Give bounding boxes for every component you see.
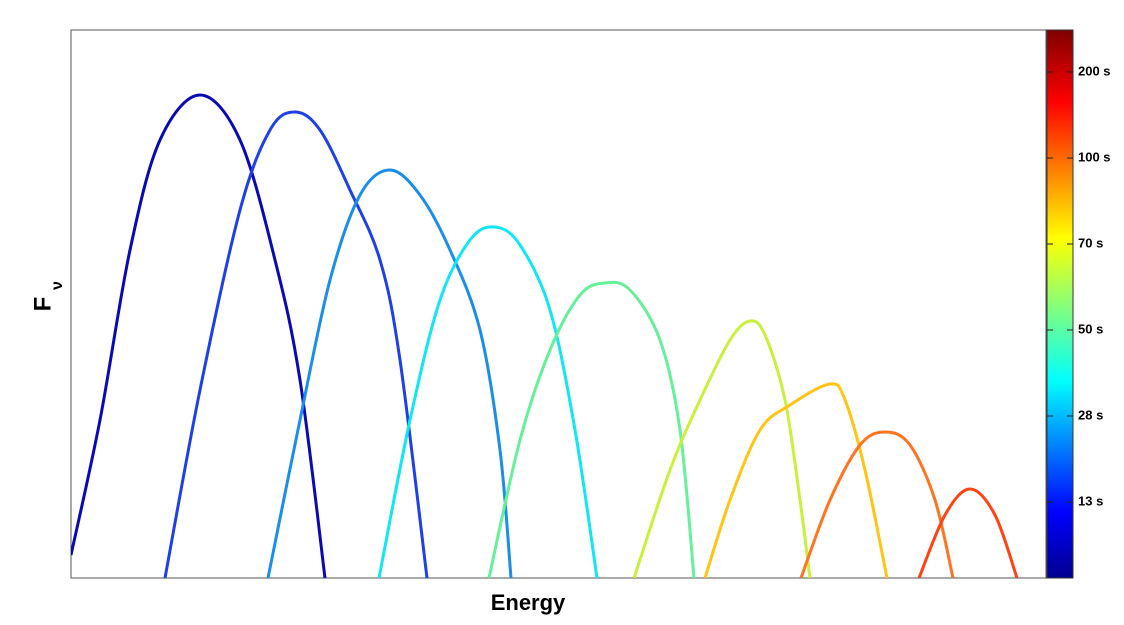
curve bbox=[703, 382, 889, 578]
curve bbox=[266, 168, 513, 578]
curves bbox=[71, 93, 1019, 578]
colorbar bbox=[1046, 29, 1074, 579]
colorbar-tick-label: 70 s bbox=[1078, 235, 1103, 250]
curve bbox=[917, 487, 1019, 578]
colorbar-tick-label: 50 s bbox=[1078, 321, 1103, 336]
curve bbox=[71, 93, 327, 578]
colorbar-tick-label: 200 s bbox=[1078, 63, 1111, 78]
y-label-sub: ν bbox=[49, 281, 66, 290]
curve bbox=[632, 319, 812, 578]
curve bbox=[163, 110, 429, 578]
y-axis-label: F ν bbox=[29, 281, 66, 311]
curve bbox=[487, 280, 696, 578]
plot-area bbox=[70, 29, 1047, 579]
x-axis-label: Energy bbox=[491, 590, 566, 615]
curve bbox=[799, 430, 955, 578]
y-label-main: F bbox=[29, 297, 56, 312]
colorbar-tick-label: 100 s bbox=[1078, 149, 1111, 164]
colorbar-tick-label: 13 s bbox=[1078, 493, 1103, 508]
curve bbox=[377, 225, 599, 578]
colorbar-tick-label: 28 s bbox=[1078, 407, 1103, 422]
